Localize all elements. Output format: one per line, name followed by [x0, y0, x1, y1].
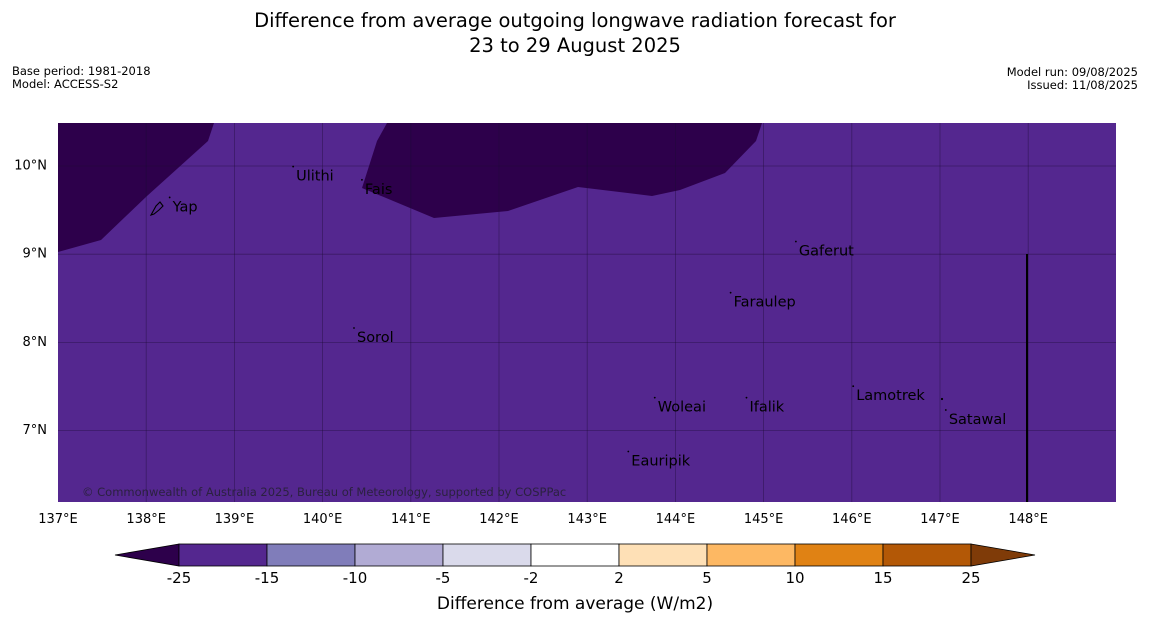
place-labels: Yap Ulithi Fais Gaferut Faraulep Sorol Woleai I… — [168, 165, 1006, 469]
title-line-1: Difference from average outgoing longwav… — [254, 9, 896, 32]
colorbar-segment — [706, 543, 796, 567]
lon-tick-label: 137°E — [38, 512, 78, 527]
place-label-ifalik: Ifalik — [749, 400, 784, 416]
lat-tick-label: 8°N — [23, 335, 48, 350]
colorbar-extend-low — [114, 543, 180, 567]
place-marker — [653, 396, 656, 399]
place-label-eauripik: Eauripik — [631, 453, 690, 469]
lon-tick-label: 147°E — [920, 512, 960, 527]
place-marker — [794, 240, 797, 243]
lat-tick-label: 9°N — [23, 247, 48, 262]
colorbar — [114, 543, 1036, 567]
meta-left: Base period: 1981-2018 Model: ACCESS-S2 — [12, 65, 151, 91]
title-line-2: 23 to 29 August 2025 — [469, 33, 681, 57]
place-label-fais: Fais — [365, 182, 392, 198]
lon-tick-label: 144°E — [656, 512, 696, 527]
colorbar-tick-label: 10 — [785, 569, 804, 587]
colorbar-extend-high — [970, 543, 1036, 567]
colorbar-tick-label: -5 — [436, 569, 451, 587]
colorbar-segment — [882, 543, 972, 567]
anomaly-layer — [58, 123, 762, 252]
place-marker — [852, 385, 855, 388]
colorbar-tick-labels: -25 -15 -10 -5 -2 2 5 10 15 25 — [167, 569, 981, 587]
place-label-woleai: Woleai — [658, 400, 706, 416]
colorbar-tick-label: -15 — [255, 569, 280, 587]
colorbar-tick-label: -10 — [343, 569, 368, 587]
anomaly-region-west — [58, 123, 214, 252]
place-label-ulithi: Ulithi — [296, 169, 334, 185]
lon-tick-label: 138°E — [126, 512, 166, 527]
grid-lines — [58, 123, 1116, 502]
place-marker — [353, 327, 355, 329]
place-label-satawal: Satawal — [949, 412, 1006, 428]
colorbar-segment — [618, 543, 708, 567]
colorbar-tick-label: 2 — [614, 569, 624, 587]
place-marker — [729, 291, 732, 294]
lon-tick-label: 145°E — [744, 512, 784, 527]
place-label-gaferut: Gaferut — [799, 244, 854, 260]
base-period-text: Base period: 1981-2018 — [12, 64, 151, 78]
islet-marker — [940, 397, 944, 401]
place-marker — [361, 178, 363, 181]
copyright-text: © Commonwealth of Australia 2025, Bureau… — [82, 485, 566, 499]
meta-right: Model run: 09/08/2025 Issued: 11/08/2025 — [1007, 66, 1138, 92]
lon-tick-label: 142°E — [479, 512, 519, 527]
colorbar-label: Difference from average (W/m2) — [436, 594, 714, 614]
place-label-faraulep: Faraulep — [734, 295, 796, 311]
colorbar-segment — [178, 543, 268, 567]
latitude-tick-labels: 10°N 9°N 8°N 7°N — [14, 159, 47, 439]
lon-tick-label: 140°E — [303, 512, 343, 527]
colorbar-segment — [354, 543, 444, 567]
longitude-tick-labels: 137°E 138°E 139°E 140°E 141°E 142°E 143°E 144°E… — [38, 512, 1048, 527]
model-run-text: Model run: 09/08/2025 — [1006, 65, 1138, 79]
colorbar-tick-label: 15 — [873, 569, 892, 587]
place-label-sorol: Sorol — [357, 330, 394, 346]
lat-tick-label: 7°N — [23, 423, 48, 438]
lat-tick-label: 10°N — [14, 159, 47, 174]
lon-tick-label: 143°E — [567, 512, 607, 527]
place-marker — [168, 196, 171, 199]
colorbar-tick-label: -2 — [524, 569, 539, 587]
colorbar-tick-label: 25 — [961, 569, 980, 587]
colorbar-segment — [530, 543, 620, 567]
lon-tick-label: 139°E — [215, 512, 255, 527]
anomaly-region-north — [362, 123, 762, 218]
lon-tick-label: 148°E — [1008, 512, 1048, 527]
place-label-lamotrek: Lamotrek — [856, 388, 925, 404]
model-text: Model: ACCESS-S2 — [12, 77, 119, 91]
colorbar-segment — [442, 543, 532, 567]
colorbar-tick-label: 5 — [702, 569, 712, 587]
lon-tick-label: 141°E — [391, 512, 431, 527]
colorbar-segment — [794, 543, 884, 567]
place-marker — [292, 165, 295, 168]
place-label-yap: Yap — [172, 199, 198, 215]
place-marker — [627, 450, 630, 453]
place-marker — [745, 396, 748, 399]
place-marker — [944, 409, 947, 411]
colorbar-segment — [266, 543, 356, 567]
yap-island-outline — [149, 201, 164, 216]
lon-tick-label: 146°E — [832, 512, 872, 527]
chart-title: Difference from average outgoing longwav… — [0, 9, 1150, 58]
issued-text: Issued: 11/08/2025 — [1027, 78, 1138, 92]
colorbar-tick-label: -25 — [167, 569, 192, 587]
